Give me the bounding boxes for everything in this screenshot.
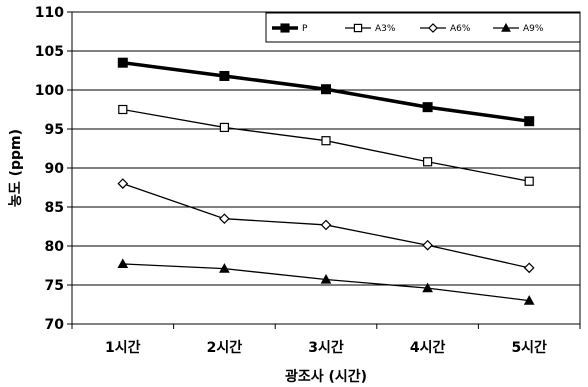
legend-items: P A3% A6% A9%	[272, 22, 544, 34]
series-3	[117, 178, 535, 274]
legend-marker	[428, 23, 438, 33]
y-tick-label: 100	[35, 83, 64, 99]
y-tick-label: 105	[35, 44, 64, 60]
series-line	[122, 108, 530, 182]
data-point	[423, 157, 433, 167]
data-point	[422, 239, 433, 251]
data-point	[422, 282, 433, 293]
y-tick-label: 80	[45, 239, 65, 255]
legend-marker	[501, 22, 511, 32]
x-tick-label: 5시간	[511, 339, 547, 356]
data-point	[219, 213, 230, 225]
x-tick-label: 4시간	[410, 339, 446, 356]
y-tick-label: 70	[45, 317, 65, 333]
data-point	[523, 262, 535, 274]
y-axis-title: 농도 (ppm)	[8, 129, 24, 207]
series-group	[117, 57, 535, 305]
legend-entry-2: A3%	[345, 23, 396, 34]
grid-lines	[72, 50, 580, 286]
data-point	[321, 84, 331, 95]
data-point	[219, 263, 230, 273]
data-point	[524, 176, 534, 186]
data-point	[422, 102, 433, 113]
y-tick-label: 90	[45, 161, 65, 177]
x-tick-label: 2시간	[207, 339, 243, 356]
y-axis-ticks: 70 75 80 85 90 95 100 105 110	[35, 5, 72, 333]
legend-entry-3: A6%	[420, 23, 471, 34]
data-point	[219, 70, 230, 81]
series-4	[117, 258, 535, 305]
legend-label: A9%	[523, 24, 544, 34]
data-point	[118, 104, 128, 115]
x-axis-ticks: 1시간 2시간 3시간 4시간 5시간	[71, 324, 581, 356]
legend-marker	[280, 23, 290, 33]
data-point	[117, 57, 128, 68]
y-tick-label: 110	[35, 5, 64, 21]
legend-marker	[353, 23, 363, 33]
data-point	[321, 136, 331, 146]
series-2	[118, 104, 534, 186]
data-point	[320, 274, 332, 284]
data-point	[117, 258, 129, 269]
data-point	[524, 116, 535, 127]
y-tick-label: 85	[45, 200, 64, 216]
legend: P A3% A6% A9%	[265, 12, 581, 43]
x-tick-label: 3시간	[308, 339, 344, 356]
legend-label: A6%	[450, 24, 471, 34]
data-point	[117, 178, 129, 189]
data-point	[523, 295, 535, 305]
legend-label: A3%	[375, 24, 396, 34]
legend-label: P	[302, 24, 308, 34]
plot-area: 70 75 80 85 90 95 100 105 110 1시간 2시간 3시간 4시간 5시간	[35, 5, 581, 356]
y-tick-label: 75	[45, 278, 64, 294]
legend-entry-4: A9%	[493, 22, 544, 34]
y-tick-label: 95	[45, 122, 64, 138]
data-point	[320, 219, 332, 231]
data-point	[219, 122, 229, 133]
legend-entry-1: P	[272, 23, 308, 34]
x-tick-label: 1시간	[105, 339, 141, 356]
series-1	[117, 57, 535, 127]
x-axis-title: 광조사 (시간)	[285, 368, 367, 385]
